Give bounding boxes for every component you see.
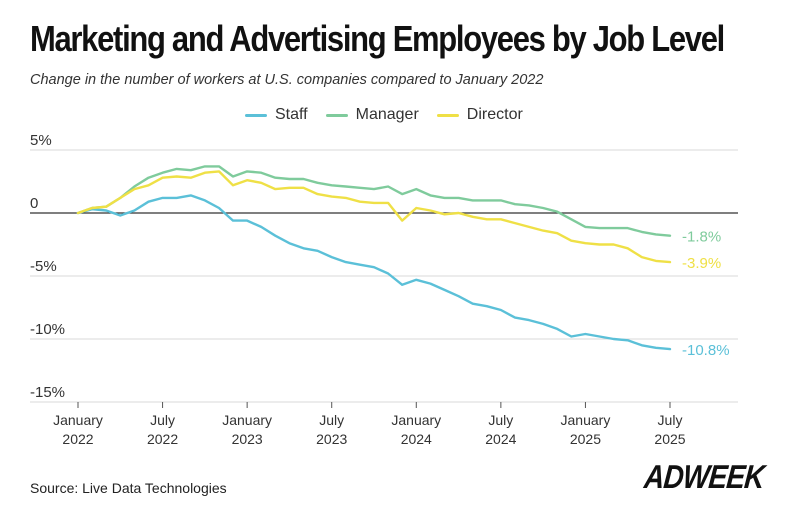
x-tick-label-month: January — [222, 412, 272, 428]
x-tick-label-year: 2023 — [316, 431, 347, 447]
legend-swatch-staff — [245, 113, 267, 117]
adweek-logo: ADWEEK — [642, 458, 766, 495]
legend-label-director: Director — [466, 106, 523, 123]
legend-label-staff: Staff — [275, 106, 308, 123]
series-lines — [76, 165, 672, 351]
x-tick-label-year: 2025 — [570, 431, 601, 447]
x-tick-label-month: July — [319, 412, 344, 428]
x-tick-label-month: July — [150, 412, 175, 428]
x-tick-label-month: January — [391, 412, 441, 428]
y-tick-label: -5% — [30, 258, 57, 275]
end-label-staff: -10.8% — [682, 342, 730, 359]
x-tick-label-year: 2022 — [62, 431, 93, 447]
x-tick-label-month: January — [561, 412, 611, 428]
y-tick-label: -10% — [30, 321, 65, 338]
legend-item-manager: Manager — [325, 106, 419, 124]
y-tick-label: 5% — [30, 132, 52, 149]
legend-swatch-manager — [325, 113, 348, 117]
y-tick-label: 0 — [30, 195, 38, 212]
y-tick-label: -15% — [30, 384, 65, 401]
source-note: Source: Live Data Technologies — [30, 480, 227, 496]
legend-swatch-director — [436, 113, 459, 117]
legend-item-staff: Staff — [245, 106, 308, 124]
series-line-staff — [76, 194, 672, 351]
x-tick-label-month: July — [488, 412, 513, 428]
end-labels: -10.8% -1.8% -3.9% — [682, 229, 730, 359]
x-tick-label-year: 2022 — [147, 431, 178, 447]
series-line-manager — [76, 165, 672, 237]
legend-label-manager: Manager — [355, 106, 419, 123]
end-label-director: -3.9% — [682, 255, 721, 272]
series-line-director — [76, 170, 672, 264]
chart-title: Marketing and Advertising Employees by J… — [30, 18, 725, 59]
chart-legend: Staff Manager Director — [245, 106, 523, 124]
x-tick-label-month: January — [53, 412, 103, 428]
x-tick-label-month: July — [658, 412, 683, 428]
x-axis: January 2022 July 2022 January 2023 July 2023 Ja… — [53, 402, 686, 447]
chart-subtitle: Change in the number of workers at U.S. … — [30, 72, 544, 88]
x-tick-label-year: 2023 — [232, 431, 263, 447]
legend-item-director: Director — [436, 106, 523, 124]
end-label-manager: -1.8% — [682, 229, 721, 246]
x-tick-label-year: 2025 — [654, 431, 685, 447]
grid-lines — [30, 149, 738, 403]
y-axis-labels: 5% 0 -5% -10% -15% — [30, 132, 65, 401]
x-tick-label-year: 2024 — [401, 431, 432, 447]
x-tick-label-year: 2024 — [485, 431, 516, 447]
